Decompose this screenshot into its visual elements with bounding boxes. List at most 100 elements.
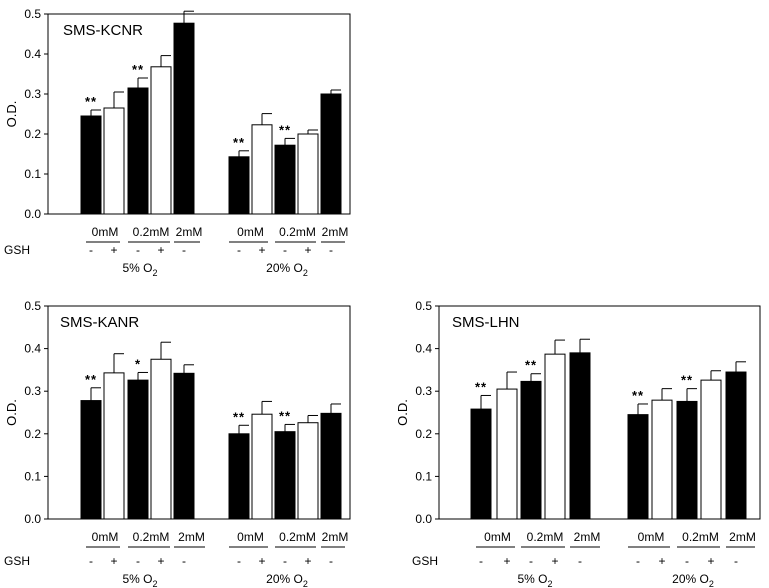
concentration-label: 2mM xyxy=(574,530,601,544)
y-tick-label: 0.2 xyxy=(24,127,41,141)
gsh-sign: - xyxy=(685,554,689,568)
concentration-label: 0.2mM xyxy=(133,225,170,239)
gsh-sign: + xyxy=(157,554,164,568)
plot-frame xyxy=(47,13,351,215)
panel-title: SMS-LHN xyxy=(452,314,520,331)
bar-with-gsh xyxy=(150,66,172,215)
bar-with-gsh xyxy=(700,379,722,520)
gsh-sign: + xyxy=(258,554,265,568)
concentration-label: 0mM xyxy=(92,225,119,239)
concentration-label: 0.2mM xyxy=(133,530,170,544)
bar-with-gsh xyxy=(103,107,125,215)
gsh-sign: - xyxy=(578,554,582,568)
gsh-sign: + xyxy=(551,554,558,568)
gsh-sign: + xyxy=(110,554,117,568)
concentration-label: 2mM xyxy=(322,225,349,239)
y-axis-label: O.D. xyxy=(4,399,19,426)
gsh-sign: - xyxy=(283,554,287,568)
concentration-label: 0.2mM xyxy=(279,530,316,544)
gsh-sign: - xyxy=(136,243,140,257)
concentration-label: 0mM xyxy=(484,530,511,544)
bar-no-gsh xyxy=(627,414,649,520)
bar-no-gsh xyxy=(127,379,149,520)
gsh-label: GSH xyxy=(4,554,30,568)
significance-marker: ** xyxy=(85,372,97,387)
y-tick-label: 0.1 xyxy=(24,167,41,181)
bar-with-gsh xyxy=(251,413,273,520)
y-tick-label: 0.3 xyxy=(415,384,432,398)
y-tick-label: 0.5 xyxy=(24,299,41,313)
oxygen-condition-label: 20% O2 xyxy=(266,572,308,588)
gsh-sign: + xyxy=(503,554,510,568)
y-tick-label: 0.0 xyxy=(415,512,432,526)
panel-title: SMS-KANR xyxy=(60,314,139,331)
y-tick-label: 0.4 xyxy=(24,47,41,61)
y-tick-label: 0.0 xyxy=(24,512,41,526)
bar-no-gsh xyxy=(80,400,102,520)
significance-marker: * xyxy=(135,356,141,371)
significance-marker: ** xyxy=(475,379,487,394)
y-tick-label: 0.4 xyxy=(415,342,432,356)
gsh-sign: - xyxy=(182,554,186,568)
bar-with-gsh xyxy=(150,358,172,520)
gsh-sign: - xyxy=(283,243,287,257)
y-tick-label: 0.1 xyxy=(24,469,41,483)
bar-no-gsh xyxy=(676,400,698,520)
bar-no-gsh xyxy=(725,371,747,520)
concentration-label: 0.2mM xyxy=(527,530,564,544)
bar-no-gsh xyxy=(173,372,195,520)
bar-no-gsh xyxy=(127,87,149,215)
oxygen-condition-label: 5% O2 xyxy=(122,572,157,588)
plot-frame xyxy=(47,305,351,520)
oxygen-condition-label: 5% O2 xyxy=(517,572,552,588)
gsh-sign: + xyxy=(658,554,665,568)
bar-with-gsh xyxy=(496,388,518,520)
y-tick-label: 0.5 xyxy=(24,7,41,21)
bar-with-gsh xyxy=(297,133,319,215)
gsh-sign: - xyxy=(89,554,93,568)
bar-no-gsh xyxy=(274,431,296,520)
panel-sms-lhn: 0.0 0.1 0.2 0.3 0.4 0.5 O.D. SMS-LHN GSH ** - + ** - +… xyxy=(395,299,761,588)
y-tick-label: 0.1 xyxy=(415,469,432,483)
oxygen-condition-label: 5% O2 xyxy=(122,261,157,278)
bar-no-gsh xyxy=(320,93,342,215)
concentration-label: 2mM xyxy=(322,530,349,544)
gsh-sign: - xyxy=(329,554,333,568)
concentration-label: 0mM xyxy=(237,225,264,239)
concentration-label: 0mM xyxy=(638,530,665,544)
plot-frame xyxy=(438,305,761,520)
panel-title: SMS-KCNR xyxy=(63,22,143,39)
y-tick-label: 0.3 xyxy=(24,87,41,101)
y-tick-label: 0.2 xyxy=(24,427,41,441)
gsh-sign: - xyxy=(329,243,333,257)
concentration-label: 2mM xyxy=(178,530,205,544)
gsh-sign: + xyxy=(304,554,311,568)
y-axis-label: O.D. xyxy=(4,101,19,128)
significance-marker: ** xyxy=(132,62,144,77)
bar-with-gsh xyxy=(103,372,125,520)
bar-with-gsh xyxy=(297,422,319,520)
gsh-sign: + xyxy=(707,554,714,568)
gsh-sign: + xyxy=(110,243,117,257)
gsh-sign: + xyxy=(304,243,311,257)
concentration-label: 0mM xyxy=(92,530,119,544)
gsh-sign: - xyxy=(237,243,241,257)
y-tick-label: 0.0 xyxy=(24,207,41,221)
significance-marker: ** xyxy=(85,94,97,109)
concentration-label: 0.2mM xyxy=(682,530,719,544)
bar-with-gsh xyxy=(544,353,566,520)
oxygen-condition-label: 20% O2 xyxy=(672,572,714,588)
y-tick-label: 0.2 xyxy=(415,427,432,441)
y-axis-label: O.D. xyxy=(395,399,410,426)
gsh-sign: - xyxy=(136,554,140,568)
gsh-label: GSH xyxy=(412,554,438,568)
bar-no-gsh xyxy=(80,115,102,215)
bar-no-gsh xyxy=(173,22,195,215)
bar-with-gsh xyxy=(651,399,673,520)
oxygen-condition-label: 20% O2 xyxy=(266,261,308,278)
significance-marker: ** xyxy=(233,409,245,424)
gsh-sign: - xyxy=(529,554,533,568)
bar-no-gsh xyxy=(228,156,250,215)
significance-marker: ** xyxy=(681,373,693,388)
